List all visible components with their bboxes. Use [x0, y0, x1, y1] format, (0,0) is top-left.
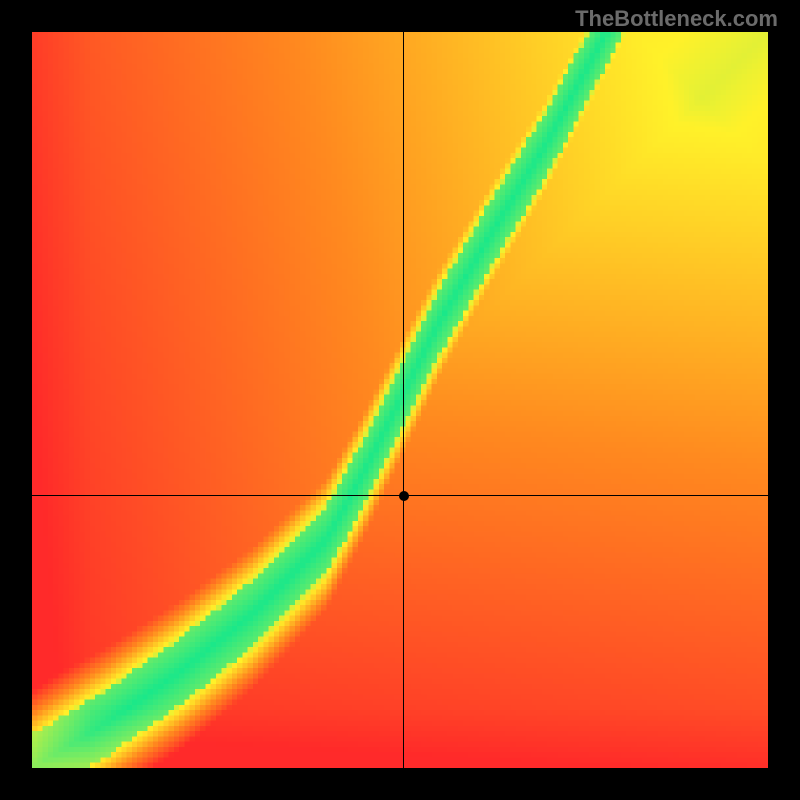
crosshair-marker: [399, 491, 409, 501]
crosshair-vertical: [403, 32, 404, 768]
heatmap-plot: [32, 32, 768, 768]
heatmap-canvas: [32, 32, 768, 768]
chart-container: TheBottleneck.com: [0, 0, 800, 800]
watermark-text: TheBottleneck.com: [575, 6, 778, 32]
